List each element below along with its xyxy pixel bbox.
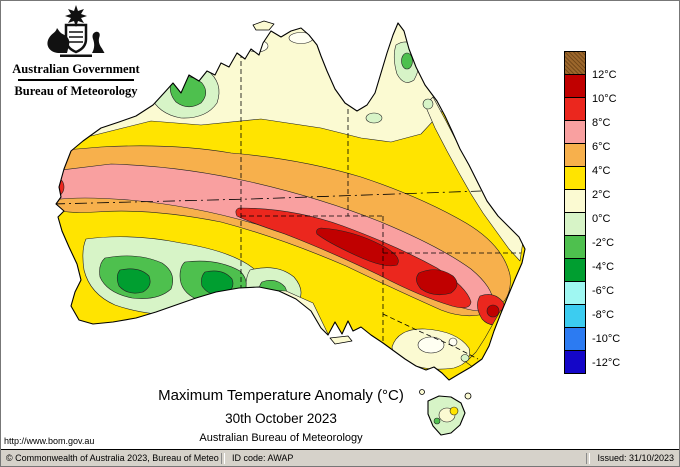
kangaroo-island [329,335,353,345]
agency-branding: Australian Government Bureau of Meteorol… [9,5,143,98]
legend-tick-10: 10°C [592,93,617,105]
issued-text: Issued: 31/10/2023 [597,453,674,463]
state-borders [56,53,521,360]
contour-red-band-8-10 [235,207,472,309]
map-date: 30th October 2023 [225,411,337,426]
tropic-of-capricorn-line [56,190,482,205]
map-org: Australian Bureau of Meteorology [199,432,363,444]
legend-tick-neg2: -2°C [592,237,615,249]
legend-tick-12: 12°C [592,69,617,81]
legend-swatch-neg2-0 [564,212,586,236]
id-code-text: ID code: AWAP [232,453,294,463]
legend-swatch-0-2 [564,189,586,213]
status-bar-separator [586,452,591,464]
legend-tick-4: 4°C [592,165,611,177]
legend-swatch-8-10 [564,97,586,121]
status-bar: © Commonwealth of Australia 2023, Bureau… [1,449,679,466]
crest-scroll [60,54,92,57]
legend-swatch-neg6-neg4 [564,258,586,282]
temperature-legend: 12°C 10°C 8°C 6°C 4°C 2°C 0°C -2°C -4°C … [564,51,639,391]
king-island [419,389,425,395]
mainland-coastline [55,22,526,381]
contour-gulf-palegreen-spot [365,112,383,124]
emu-silhouette [92,31,105,53]
status-bar-separator [221,452,225,464]
legend-tick-0: 0°C [592,213,611,225]
australia-anomaly-map [55,20,526,436]
crest-shield-marks [69,31,83,43]
legend-swatch-neg12-neg10 [564,327,586,351]
legend-swatch-10-12 [564,74,586,98]
tasmania-coastline [427,395,466,436]
branding-divider [18,79,134,81]
legend-tick-neg10: -10°C [592,333,621,345]
legend-swatch-above-12 [564,51,586,75]
legend-tick-neg4: -4°C [592,261,615,273]
legend-swatch-neg8-neg6 [564,281,586,305]
melville-island [252,20,275,31]
contour-qld-palegreen-spot [422,98,434,110]
map-title: Maximum Temperature Anomaly (°C) [158,387,404,404]
bom-url: http://www.bom.gov.au [4,436,95,446]
legend-swatch-neg10-neg8 [564,304,586,328]
coastline [55,20,526,436]
contour-victoria-white-oval [417,336,445,354]
coat-of-arms-icon [47,5,105,57]
contour-gippsland-green-dot [460,354,470,362]
legend-tick-8: 8°C [592,117,611,129]
legend-tick-neg12: -12°C [592,357,621,369]
commonwealth-star [65,5,87,27]
legend-tick-neg8: -8°C [592,309,615,321]
contour-white-spot-topend-2 [288,32,314,44]
border-nsw-vic [382,313,479,360]
legend-tick-2: 2°C [592,189,611,201]
legend-swatches [564,51,639,374]
contour-darkred-core-2 [416,269,458,296]
contour-white-spot-topend-1 [245,39,269,53]
crest-shield [64,23,88,54]
flinders-island [464,392,472,400]
government-title: Australian Government [12,62,140,76]
contour-darkred-coastal-spot [486,304,500,318]
kangaroo-silhouette [47,28,70,53]
contour-capeyork-green-core [401,52,413,70]
copyright-text: © Commonwealth of Australia 2023, Bureau… [6,453,219,463]
legend-tick-6: 6°C [592,141,611,153]
legend-tick-neg6: -6°C [592,285,615,297]
contour-sw-darkgreen-1 [116,268,151,294]
legend-swatch-2-4 [564,166,586,190]
contour-tasmania-yellow-dot [449,406,459,416]
legend-swatch-below-neg12 [564,350,586,374]
legend-swatch-6-8 [564,120,586,144]
contour-tasmania-green-dot [433,417,441,425]
map-caption: Maximum Temperature Anomaly (°C) 30th Oc… [91,387,471,444]
legend-swatch-neg4-neg2 [564,235,586,259]
bureau-title: Bureau of Meteorology [14,83,138,98]
legend-swatch-4-6 [564,143,586,167]
